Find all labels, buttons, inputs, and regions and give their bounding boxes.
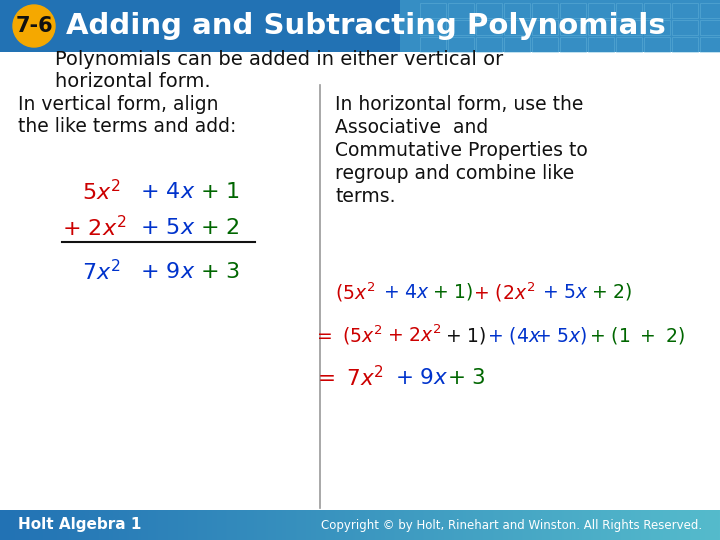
Text: $+\ 1$: $+\ 1$ [200,182,240,202]
Text: $+\ 9x$: $+\ 9x$ [140,262,195,282]
Bar [476,3,502,18]
Bar [644,20,670,35]
Circle shape [13,5,55,47]
Text: In horizontal form, use the: In horizontal form, use the [335,95,583,114]
Text: $+\ 2$: $+\ 2$ [200,218,240,238]
Text: $=\ 7x^2$: $=\ 7x^2$ [313,366,384,390]
Bar [588,37,614,52]
Bar [476,37,502,52]
Text: $+\ (4x$: $+\ (4x$ [487,325,541,346]
Text: $+\ 5x$: $+\ 5x$ [542,282,589,301]
Text: $7x^2$: $7x^2$ [82,259,120,285]
Text: the like terms and add:: the like terms and add: [18,117,236,136]
Text: $5x^2$: $5x^2$ [82,179,120,205]
Text: regroup and combine like: regroup and combine like [335,164,575,183]
Bar [504,20,530,35]
Text: $+\ 4x$: $+\ 4x$ [383,282,430,301]
Bar [560,20,586,35]
Bar [560,3,586,18]
Bar [0,52,720,510]
Bar [476,20,502,35]
Text: $+\ 5x$: $+\ 5x$ [140,218,195,238]
Bar [588,20,614,35]
Text: $+\ 4x$: $+\ 4x$ [140,182,195,202]
Text: In vertical form, align: In vertical form, align [18,95,218,114]
Bar [616,20,642,35]
Bar [616,37,642,52]
Bar [616,3,642,18]
Bar [448,20,474,35]
Bar [644,3,670,18]
Bar [672,3,698,18]
Bar [420,37,446,52]
Text: $+\ 3$: $+\ 3$ [447,368,486,388]
Bar [504,37,530,52]
Text: $(5x^2$: $(5x^2$ [335,280,375,303]
Text: $+\ (2x^2$: $+\ (2x^2$ [473,280,535,303]
Text: $+\ 9x$: $+\ 9x$ [395,368,449,388]
Bar [700,20,720,35]
Text: $+\ 2)$: $+\ 2)$ [591,281,632,302]
Text: $+\ 2x^2$: $+\ 2x^2$ [62,215,127,241]
Bar [700,3,720,18]
Bar [448,37,474,52]
Bar [420,3,446,18]
Bar [504,3,530,18]
Bar [0,0,720,52]
Bar [672,37,698,52]
Text: 7-6: 7-6 [15,16,53,36]
Bar [588,3,614,18]
Bar [400,0,720,52]
Text: horizontal form.: horizontal form. [55,72,211,91]
Bar [672,20,698,35]
Text: Holt Algebra 1: Holt Algebra 1 [18,517,141,532]
Bar [420,20,446,35]
Bar [532,3,558,18]
Text: $+\ 1)$: $+\ 1)$ [432,281,473,302]
Text: $+\ 2x^2$: $+\ 2x^2$ [387,324,442,346]
Bar [560,37,586,52]
Text: $=\ (5x^2$: $=\ (5x^2$ [313,323,382,347]
Text: $+\ 3$: $+\ 3$ [200,262,240,282]
Text: Commutative Properties to: Commutative Properties to [335,141,588,160]
Text: Associative  and: Associative and [335,118,488,137]
Bar [644,37,670,52]
Text: $+\ 5x)$: $+\ 5x)$ [535,325,588,346]
Text: Adding and Subtracting Polynomials: Adding and Subtracting Polynomials [66,12,666,40]
Text: Copyright © by Holt, Rinehart and Winston. All Rights Reserved.: Copyright © by Holt, Rinehart and Winsto… [321,518,702,531]
Text: $+\ (1\ +\ 2)$: $+\ (1\ +\ 2)$ [589,325,685,346]
Text: Polynomials can be added in either vertical or: Polynomials can be added in either verti… [55,50,503,69]
Bar [700,37,720,52]
Text: terms.: terms. [335,187,395,206]
Bar [532,20,558,35]
Bar [532,37,558,52]
Text: $+\ 1)$: $+\ 1)$ [445,325,487,346]
Bar [448,3,474,18]
